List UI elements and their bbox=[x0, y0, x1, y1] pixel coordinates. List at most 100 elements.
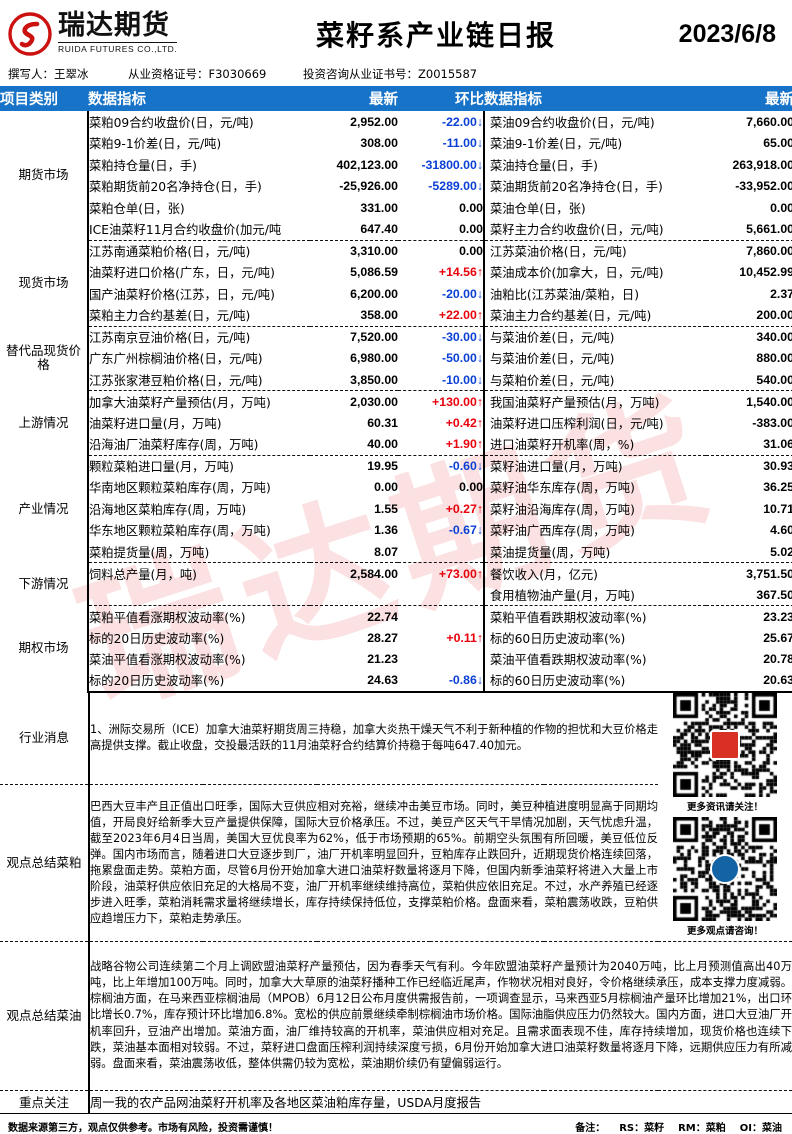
latest-right: 10.71 bbox=[763, 501, 792, 516]
change-left: -0.86↓ bbox=[398, 670, 484, 693]
latest-right: 25.67 bbox=[763, 630, 792, 645]
qr-column: 更多资讯请关注！ 更多观点请咨询！ bbox=[658, 692, 792, 942]
masthead: 瑞达期货 RUIDA FUTURES CO.,LTD. 菜籽系产业链日报 202… bbox=[0, 0, 792, 64]
byline-qualification: 从业资格证号：F3030669 bbox=[128, 67, 267, 81]
table-body: 期货市场 菜粕09合约收盘价(日，元/吨) 2,952.00 -22.00↓ 菜油09合… bbox=[0, 111, 792, 693]
indicator-left: 饲料总产量(月，吨) bbox=[89, 567, 197, 582]
legend-oi: OI：菜油 bbox=[739, 1122, 782, 1134]
latest-right: 540.00 bbox=[706, 369, 792, 391]
table-row: 下游情况 饲料总产量(月，吨) 2,584.00 +73.00↑ 餐饮收入(月，亿元) 3… bbox=[0, 562, 792, 606]
indicator-right: 菜油成本价(加拿大，日，元/吨) bbox=[483, 261, 706, 283]
indicator-left: 油菜籽进口价格(广东，日，元/吨) bbox=[89, 266, 275, 281]
rapeseed-meal-row: 观点总结菜粕 巴西大豆丰产且正值出口旺季，国际大豆供应相对充裕，继续冲击美豆市场… bbox=[0, 783, 792, 941]
latest-left: 22.74 bbox=[367, 609, 398, 624]
row-category: 现货市场 bbox=[0, 240, 89, 326]
indicator-right: 菜籽主力合约收盘价(日，元/吨) bbox=[483, 218, 706, 241]
indicator-left: 菜油平值看涨期权波动率(%) bbox=[89, 653, 246, 668]
indicator-left: ICE油菜籽11月合约收盘价(加元/吨 bbox=[88, 218, 310, 241]
latest-right: 2.37 bbox=[770, 286, 792, 301]
indicator-right: 菜籽油华东库存(周，万吨) bbox=[483, 476, 706, 498]
change-left bbox=[398, 649, 484, 671]
table-header: 项目类别 数据指标 最新 环比 数据指标 最新 环比 bbox=[0, 86, 792, 111]
table-row: 油菜籽进口量(月，万吨) 60.31 +0.42↑ 油菜籽进口压榨利润(日，元/吨) -… bbox=[0, 412, 792, 434]
indicator-left: 标的20日历史波动率(%) bbox=[88, 670, 310, 693]
qr-code-news-icon[interactable] bbox=[673, 692, 777, 797]
indicator-right: 菜粕平值看跌期权波动率(%) bbox=[483, 605, 706, 627]
latest-right: 263,918.00 bbox=[732, 157, 792, 172]
indicator-right: 油菜籽进口压榨利润(日，元/吨) bbox=[483, 412, 706, 434]
col-indicator-right: 数据指标 bbox=[484, 86, 706, 111]
indicator-left: 菜粕平值看涨期权波动率(%) bbox=[89, 610, 246, 625]
latest-left: 28.27 bbox=[367, 630, 398, 645]
latest-left: 3,850.00 bbox=[310, 369, 398, 391]
change-left: -50.00↓ bbox=[441, 351, 483, 366]
indicator-left: 加拿大油菜籽产量预估(月，万吨) bbox=[89, 395, 271, 410]
latest-left: 3,310.00 bbox=[350, 244, 398, 258]
row-category: 下游情况 bbox=[0, 562, 89, 606]
indicator-right: 菜籽油广西库存(周，万吨) bbox=[483, 519, 706, 541]
indicator-left: 华南地区颗粒菜粕库存(周，万吨) bbox=[89, 481, 271, 496]
table-header-row: 项目类别 数据指标 最新 环比 数据指标 最新 环比 bbox=[0, 86, 792, 111]
table-row: 菜粕持仓量(日，手) 402,123.00 -31800.00↓ 菜油持仓量(日，手)… bbox=[0, 154, 792, 176]
indicator-right: 菜油平值看跌期权波动率(%) bbox=[483, 648, 706, 670]
change-left: -0.67↓ bbox=[448, 523, 483, 538]
table-row: 沿海地区菜粕库存(周，万吨) 1.55 +0.27↑ 菜籽油沿海库存(周，万吨) 10.… bbox=[0, 498, 792, 520]
indicator-left: 广东广州棕榈油价格(日，元/吨) bbox=[89, 352, 263, 367]
legend-rs: RS：菜籽 bbox=[619, 1122, 665, 1134]
latest-right: 340.00 bbox=[756, 330, 792, 344]
indicator-left: 江苏张家港豆粕价格(日，元/吨) bbox=[88, 369, 310, 391]
change-left: -22.00↓ bbox=[441, 114, 483, 129]
indicator-right: 与菜油价差(日，元/吨) bbox=[483, 326, 706, 348]
change-left: 0.00 bbox=[459, 244, 483, 258]
indicator-left: 油菜籽进口量(月，万吨) bbox=[89, 416, 222, 431]
qr-code-advice-icon[interactable] bbox=[673, 816, 777, 921]
change-left bbox=[398, 541, 484, 563]
qr-advice-badge bbox=[710, 853, 740, 884]
table-row: 菜粕9-1价差(日，元/吨) 308.00 -11.00↓ 菜油9-1价差(日，元/吨… bbox=[0, 132, 792, 154]
change-left: +0.11↑ bbox=[446, 630, 483, 645]
row-category: 期权市场 bbox=[0, 605, 89, 692]
byline: 撰写人：王翠冰 从业资格证号：F3030669 投资咨询从业证书号：Z00155… bbox=[0, 64, 792, 86]
latest-right: 20.63 bbox=[706, 670, 792, 693]
indicator-right: 菜油提货量(周，万吨) bbox=[483, 541, 706, 563]
change-left: 0.00 bbox=[459, 480, 483, 495]
indicator-left: 菜粕主力合约基差(日，元/吨) bbox=[88, 304, 310, 327]
indicator-left: 国产油菜籽价格(江苏，日，元/吨) bbox=[89, 287, 275, 302]
change-left: +0.27↑ bbox=[445, 501, 483, 516]
table-row: 上游情况 加拿大油菜籽产量预估(月，万吨) 2,030.00 +130.00↑ 我国油菜… bbox=[0, 390, 792, 455]
indicator-left: 菜粕仓单(日，张) bbox=[89, 201, 185, 216]
row-category: 替代品现货价格 bbox=[0, 326, 89, 391]
table-row: 期货市场 菜粕09合约收盘价(日，元/吨) 2,952.00 -22.00↓ 菜油09合… bbox=[0, 111, 792, 240]
indicator-left: 江苏南京豆油价格(日，元/吨) bbox=[89, 331, 251, 345]
change-left: 0.00 bbox=[459, 200, 483, 215]
qr-news-label: 更多资讯请关注！ bbox=[686, 801, 763, 813]
col-indicator-left: 数据指标 bbox=[88, 86, 310, 111]
latest-left: -25,926.00 bbox=[339, 179, 398, 194]
latest-right: 0.00 bbox=[770, 200, 792, 215]
latest-left: 19.95 bbox=[367, 459, 398, 473]
table-row: 油菜籽进口价格(广东，日，元/吨) 5,086.59 +14.56↑ 菜油成本价(加拿… bbox=[0, 261, 792, 283]
indicator-right: 菜油仓单(日，张) bbox=[483, 197, 706, 219]
indicator-left: 沿海地区菜粕库存(周，万吨) bbox=[89, 502, 247, 517]
latest-right: 30.93 bbox=[763, 459, 792, 473]
notes-table: 行业消息 1、洲际交易所（ICE）加拿大油菜籽期货周三持稳，加拿大炎热干燥天气不… bbox=[0, 692, 792, 1114]
change-left: -10.00↓ bbox=[398, 369, 484, 391]
latest-left: 24.63 bbox=[310, 670, 398, 693]
row-category: 期货市场 bbox=[0, 111, 89, 240]
latest-left: 647.40 bbox=[310, 218, 398, 241]
table-row: 华南地区颗粒菜粕库存(周，万吨) 0.00 0.00 菜籽油华东库存(周，万吨) 36.… bbox=[0, 476, 792, 498]
industry-news-text: 1、洲际交易所（ICE）加拿大油菜籽期货周三持稳，加拿大炎热干燥天气不利于新种植… bbox=[90, 723, 658, 753]
indicator-left: 华东地区颗粒菜粕库存(周，万吨) bbox=[89, 524, 271, 539]
indicator-right: 菜油主力合约基差(日，元/吨) bbox=[483, 304, 706, 327]
table-row: 国产油菜籽价格(江苏，日，元/吨) 6,200.00 -20.00↓ 油粕比(江苏菜油… bbox=[0, 283, 792, 305]
row-category: 上游情况 bbox=[0, 390, 89, 455]
col-change-left: 环比 bbox=[398, 86, 484, 111]
latest-right: 65.00 bbox=[763, 136, 792, 151]
latest-right: 36.25 bbox=[763, 480, 792, 495]
data-table: 项目类别 数据指标 最新 环比 数据指标 最新 环比 期货市场菜粕09合约收盘价… bbox=[0, 86, 792, 693]
table-row: 华东地区颗粒菜粕库存(周，万吨) 1.36 -0.67↓ 菜籽油广西库存(周，万吨) 4… bbox=[0, 519, 792, 541]
indicator-left: 菜粕提货量(周，万吨) bbox=[88, 541, 310, 563]
table-row: 江苏张家港豆粕价格(日，元/吨) 3,850.00 -10.00↓ 与菜粕价差(日，元… bbox=[0, 369, 792, 391]
indicator-left: 颗粒菜粕进口量(月，万吨) bbox=[89, 460, 234, 474]
indicator-left: 菜粕09合约收盘价(日，元/吨) bbox=[89, 115, 254, 130]
